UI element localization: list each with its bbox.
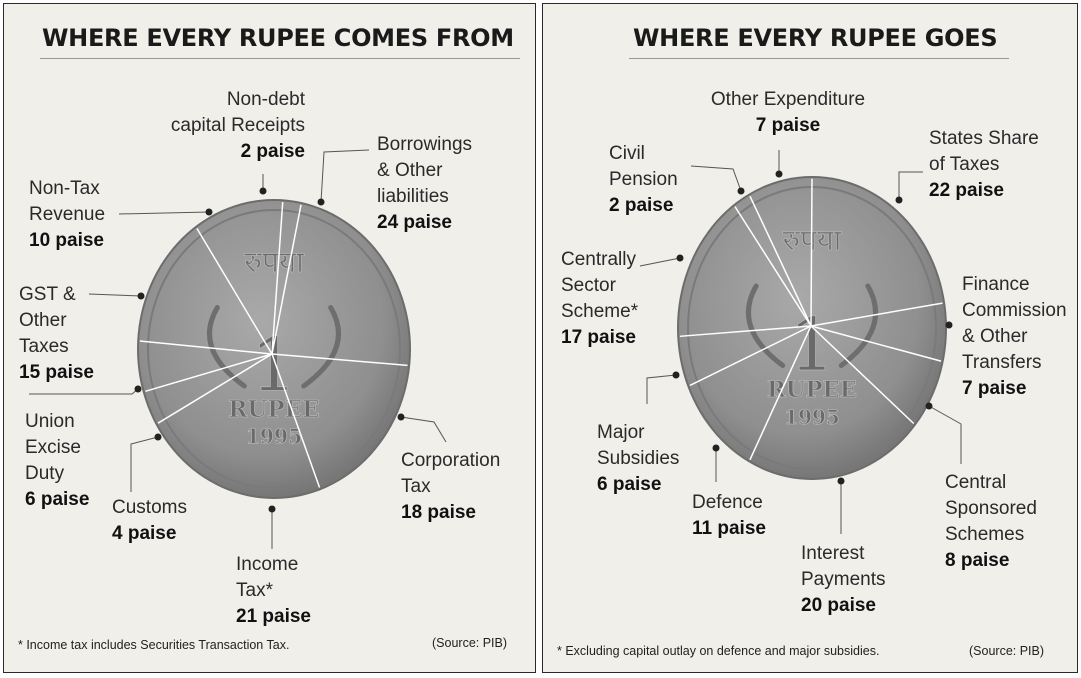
coin-script-text: रुपया (244, 245, 305, 280)
slice-divider-6 (271, 201, 284, 355)
slice-divider-7 (734, 206, 812, 327)
label-corporation-tax: Corporation Tax 18 paise (401, 450, 501, 523)
coin-word: RUPEE (228, 396, 319, 423)
coin-face (679, 178, 945, 478)
label-interest-payments: Interest Payments 20 paise (801, 543, 886, 616)
leader-line-5 (118, 211, 210, 215)
slice-divider-3 (810, 325, 915, 425)
slice-divider-5 (196, 228, 273, 355)
leader-line-5 (646, 374, 677, 404)
slice-divider-0 (271, 353, 408, 367)
slice-divider-3 (145, 353, 273, 393)
label-non-tax-revenue: Non-Tax Revenue 10 paise (29, 178, 106, 251)
right-title-rule (629, 58, 1009, 59)
leader-line-6 (639, 257, 681, 267)
right-source: (Source: PIB) (969, 644, 1045, 658)
leader-dot-7 (317, 198, 325, 206)
slice-divider-4 (749, 325, 812, 461)
slice-divider-2 (810, 325, 942, 362)
left-title-rule (40, 58, 520, 59)
label-civil-pension: Civil Pension 2 paise (609, 143, 678, 216)
coin-denomination: 1 (789, 303, 836, 388)
label-borrowings: Borrowings & Other liabilities 24 paise (377, 134, 473, 233)
coin-wheat-sheaf-right (838, 283, 878, 368)
label-gst: GST & Other Taxes 15 paise (19, 284, 94, 383)
coin-face (139, 201, 409, 497)
label-defence: Defence 11 paise (692, 492, 766, 539)
slice-divider-1 (271, 353, 321, 488)
leader-dot-0 (895, 196, 903, 204)
label-income-tax: Income Tax* 21 paise (236, 554, 311, 627)
leader-dot-2 (925, 402, 933, 410)
left-footnote: * Income tax includes Securities Transac… (18, 638, 290, 652)
leader-dot-1 (268, 505, 276, 513)
leader-line-4 (88, 293, 142, 297)
right-panel: WHERE EVERY RUPEE GOES रुपया1RUPEE1995 O… (542, 3, 1078, 673)
slice-divider-6 (679, 325, 812, 338)
label-finance-commission: Finance Commission & Other Transfers 7 p… (962, 274, 1067, 399)
coin-wheat-sheaf-right (301, 305, 341, 389)
right-coin-pie: रुपया1RUPEE1995 (639, 150, 962, 534)
leader-dot-7 (737, 187, 745, 195)
leader-line-3 (29, 388, 139, 395)
leader-dot-8 (775, 170, 783, 178)
leader-dot-6 (676, 254, 684, 262)
coin-wheat-sheaf-left (746, 283, 786, 368)
slice-divider-4 (139, 340, 273, 355)
label-states-share: States Share of Taxes 22 paise (929, 128, 1039, 201)
leader-line-0 (400, 416, 447, 443)
left-panel: WHERE EVERY RUPEE COMES FROM रुपया1RUPEE… (3, 3, 536, 673)
label-other-expenditure: Other Expenditure 7 paise (710, 89, 866, 136)
leader-dot-2 (154, 433, 162, 441)
label-centrally-sector: Centrally Sector Scheme* 17 paise (561, 249, 639, 348)
slice-divider-2 (157, 353, 273, 424)
slice-divider-7 (271, 204, 302, 355)
leader-line-7 (690, 165, 742, 192)
leader-dot-4 (137, 292, 145, 300)
leader-line-0 (898, 171, 923, 200)
left-source: (Source: PIB) (432, 636, 508, 650)
left-chart-title: WHERE EVERY RUPEE COMES FROM (42, 24, 514, 52)
leader-dot-5 (205, 208, 213, 216)
coin-inner-ring (147, 209, 401, 489)
leader-dot-1 (945, 321, 953, 329)
leader-dot-0 (397, 413, 405, 421)
slice-divider-0 (810, 178, 813, 327)
leader-dot-3 (134, 385, 142, 393)
leader-line-2 (928, 405, 962, 464)
label-major-subsidies: Major Subsidies 6 paise (597, 422, 680, 495)
label-central-sponsored: Central Sponsored Schemes 8 paise (945, 472, 1037, 571)
leader-dot-5 (672, 371, 680, 379)
leader-dot-6 (259, 187, 267, 195)
coin-year: 1995 (246, 425, 302, 449)
slice-divider-1 (810, 302, 943, 327)
label-non-debt: Non-debt capital Receipts 2 paise (170, 89, 305, 162)
leader-line-2 (130, 436, 159, 492)
right-footnote: * Excluding capital outlay on defence an… (557, 644, 880, 658)
label-excise: Union Excise Duty 6 paise (25, 411, 90, 510)
coin-year: 1995 (784, 405, 840, 429)
leader-dot-3 (837, 477, 845, 485)
leader-line-7 (320, 149, 370, 203)
slice-0 (811, 178, 943, 326)
slice-divider-5 (689, 325, 812, 387)
left-coin-pie: रुपया1RUPEE1995 (29, 149, 447, 549)
right-chart-title: WHERE EVERY RUPEE GOES (633, 24, 998, 52)
label-customs: Customs 4 paise (112, 497, 187, 544)
leader-dot-4 (712, 444, 720, 452)
slice-divider-8 (749, 195, 812, 327)
